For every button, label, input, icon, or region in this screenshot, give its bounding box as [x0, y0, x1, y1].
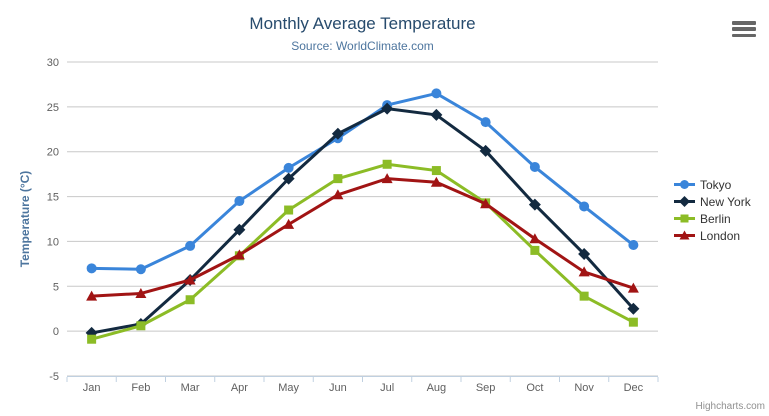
y-axis-tick-label: 20 — [47, 147, 59, 159]
x-axis-tick-label: Feb — [131, 382, 150, 394]
point-tokyo-feb[interactable] — [135, 264, 146, 275]
x-axis-tick-label: Jun — [329, 382, 347, 394]
point-berlin-dec[interactable] — [628, 317, 638, 327]
point-london-jul[interactable] — [381, 173, 393, 184]
legend-symbol-square — [674, 214, 695, 223]
y-axis-tick-label: 25 — [47, 102, 59, 114]
x-axis-tick-label: Jul — [380, 382, 394, 394]
series-tokyo[interactable] — [86, 88, 639, 275]
point-berlin-aug[interactable] — [431, 166, 441, 176]
series-berlin[interactable] — [87, 159, 638, 344]
point-berlin-may[interactable] — [284, 205, 294, 215]
point-berlin-jun[interactable] — [333, 174, 343, 184]
point-tokyo-jan[interactable] — [86, 263, 97, 274]
point-london-aug[interactable] — [430, 176, 442, 187]
marker-diamond — [679, 196, 690, 207]
export-menu-button[interactable] — [732, 21, 756, 37]
point-london-oct[interactable] — [529, 233, 541, 244]
hamburger-icon — [732, 27, 756, 31]
series-line-berlin[interactable] — [90, 162, 635, 341]
marker-triangle — [679, 230, 690, 240]
point-tokyo-sep[interactable] — [480, 117, 491, 128]
series-london[interactable] — [86, 173, 639, 301]
y-axis-title: Temperature (°C) — [18, 171, 32, 268]
legend-label: Tokyo — [700, 177, 732, 192]
point-london-apr[interactable] — [233, 249, 245, 260]
point-london-nov[interactable] — [578, 266, 590, 277]
point-tokyo-may[interactable] — [283, 162, 294, 173]
point-new-york-jul[interactable] — [381, 102, 394, 115]
point-tokyo-nov[interactable] — [579, 201, 590, 212]
point-berlin-jul[interactable] — [382, 159, 392, 169]
x-axis-tick-label: Apr — [231, 382, 248, 394]
legend-label: Berlin — [700, 211, 731, 226]
x-axis-tick-label: Dec — [624, 382, 644, 394]
credits-link[interactable]: Highcharts.com — [695, 401, 765, 412]
point-tokyo-oct[interactable] — [529, 161, 540, 172]
x-axis-tick-label: May — [278, 382, 299, 394]
series-new-york[interactable] — [85, 102, 640, 339]
legend-symbol-triangle — [674, 230, 695, 240]
point-london-jun[interactable] — [332, 189, 344, 200]
point-berlin-nov[interactable] — [579, 291, 589, 301]
point-london-may[interactable] — [283, 218, 295, 229]
legend-label: London — [700, 228, 741, 243]
y-axis-tick-label: -5 — [49, 371, 59, 383]
point-tokyo-aug[interactable] — [431, 88, 442, 99]
point-new-york-jun[interactable] — [331, 127, 344, 140]
series-line-london[interactable] — [90, 177, 635, 298]
x-axis-tick-label: Sep — [476, 382, 496, 394]
point-berlin-feb[interactable] — [136, 321, 146, 331]
hamburger-icon — [732, 21, 756, 25]
x-axis-tick-label: Nov — [574, 382, 594, 394]
legend-symbol-diamond — [674, 196, 695, 207]
point-tokyo-apr[interactable] — [234, 196, 245, 207]
x-axis-tick-label: Aug — [427, 382, 447, 394]
point-tokyo-mar[interactable] — [185, 240, 196, 251]
y-axis-tick-label: 10 — [47, 236, 59, 248]
point-berlin-mar[interactable] — [185, 295, 195, 305]
y-axis-tick-label: 30 — [47, 57, 59, 69]
point-berlin-jan[interactable] — [87, 334, 97, 344]
point-london-feb[interactable] — [135, 287, 147, 298]
point-london-mar[interactable] — [184, 274, 196, 285]
point-new-york-aug[interactable] — [430, 108, 443, 121]
point-berlin-oct[interactable] — [530, 245, 540, 255]
point-london-dec[interactable] — [627, 282, 639, 293]
legend-item-berlin[interactable]: Berlin — [674, 211, 751, 226]
legend: Tokyo New York Berlin London — [674, 177, 751, 243]
x-axis-tick-label: Mar — [181, 382, 200, 394]
legend-symbol-circle — [674, 180, 695, 189]
legend-item-london[interactable]: London — [674, 228, 751, 243]
y-axis-tick-label: 15 — [47, 192, 59, 204]
point-new-york-dec[interactable] — [627, 302, 640, 315]
point-london-jan[interactable] — [86, 290, 98, 301]
point-tokyo-dec[interactable] — [628, 240, 639, 251]
y-axis-tick-label: 5 — [53, 281, 59, 293]
point-new-york-oct[interactable] — [528, 198, 541, 211]
hamburger-icon — [732, 33, 756, 37]
point-new-york-apr[interactable] — [233, 223, 246, 236]
legend-label: New York — [700, 194, 751, 209]
point-new-york-may[interactable] — [282, 172, 295, 185]
y-axis-tick-label: 0 — [53, 326, 59, 338]
x-axis-tick-label: Oct — [526, 382, 543, 394]
point-new-york-nov[interactable] — [578, 247, 591, 260]
marker-circle — [680, 180, 689, 189]
x-axis-tick-label: Jan — [83, 382, 101, 394]
series-line-new-york[interactable] — [90, 107, 635, 335]
point-london-sep[interactable] — [480, 198, 492, 209]
point-new-york-sep[interactable] — [479, 144, 492, 157]
marker-square — [680, 214, 689, 223]
legend-item-new-york[interactable]: New York — [674, 194, 751, 209]
legend-item-tokyo[interactable]: Tokyo — [674, 177, 751, 192]
